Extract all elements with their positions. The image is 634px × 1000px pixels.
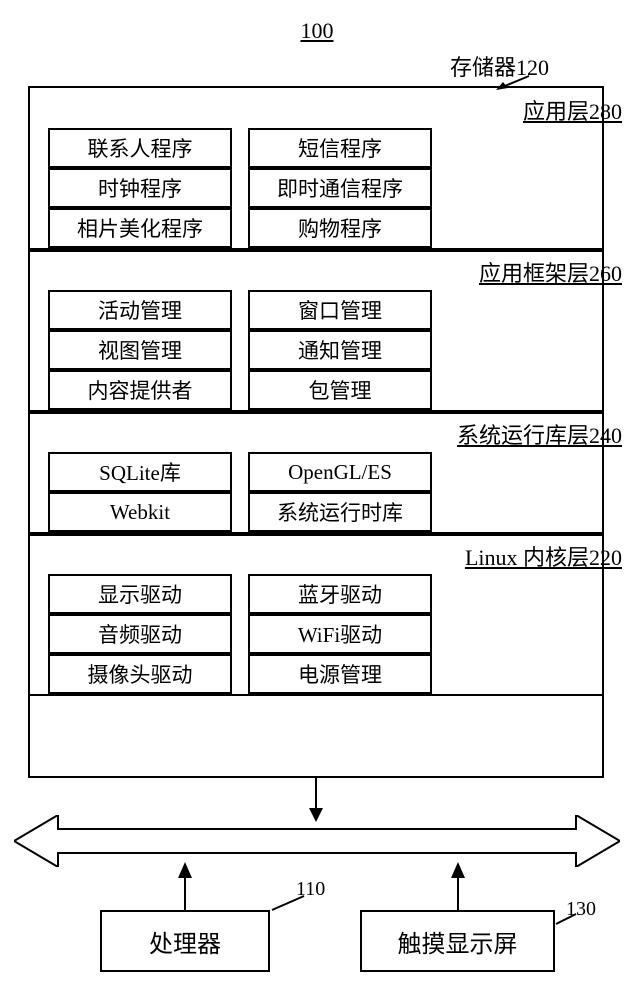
framework-layer-title: 应用框架层260 [479, 256, 622, 288]
cpu-up-arrow-icon [175, 860, 195, 912]
kernel-layer-title: Linux 内核层220 [465, 540, 622, 572]
app-cell: 时钟程序 [48, 168, 232, 208]
app-cell: 联系人程序 [48, 128, 232, 168]
kernel-cell: 蓝牙驱动 [248, 574, 432, 614]
app-cell: 相片美化程序 [48, 208, 232, 248]
touch-up-arrow-icon [448, 860, 468, 912]
runtime-cell: 系统运行时库 [248, 492, 432, 532]
kernel-cell: 摄像头驱动 [48, 654, 232, 694]
framework-cell: 包管理 [248, 370, 432, 410]
figure-number: 100 [0, 18, 634, 44]
touch-box: 触摸显示屏 [360, 910, 555, 972]
app-cell: 即时通信程序 [248, 168, 432, 208]
cpu-leader-line-icon [270, 894, 306, 912]
bus-arrow-icon [14, 815, 620, 867]
kernel-cell: 音频驱动 [48, 614, 232, 654]
runtime-layer-title: 系统运行库层240 [457, 418, 622, 450]
app-layer-title: 应用层280 [523, 94, 622, 126]
cpu-box: 处理器 [100, 910, 270, 972]
framework-cell: 视图管理 [48, 330, 232, 370]
touch-leader-line-icon [554, 912, 578, 926]
diagram-canvas: 100 存储器120 应用层280 联系人程序 短信程序 时钟程序 即时通信程序… [0, 0, 634, 1000]
framework-cell: 通知管理 [248, 330, 432, 370]
app-cell: 购物程序 [248, 208, 432, 248]
runtime-cell: OpenGL/ES [248, 452, 432, 492]
framework-cell: 内容提供者 [48, 370, 232, 410]
framework-cell: 活动管理 [48, 290, 232, 330]
runtime-cell: Webkit [48, 492, 232, 532]
kernel-cell: 显示驱动 [48, 574, 232, 614]
kernel-cell: WiFi驱动 [248, 614, 432, 654]
framework-cell: 窗口管理 [248, 290, 432, 330]
app-cell: 短信程序 [248, 128, 432, 168]
kernel-cell: 电源管理 [248, 654, 432, 694]
runtime-cell: SQLite库 [48, 452, 232, 492]
